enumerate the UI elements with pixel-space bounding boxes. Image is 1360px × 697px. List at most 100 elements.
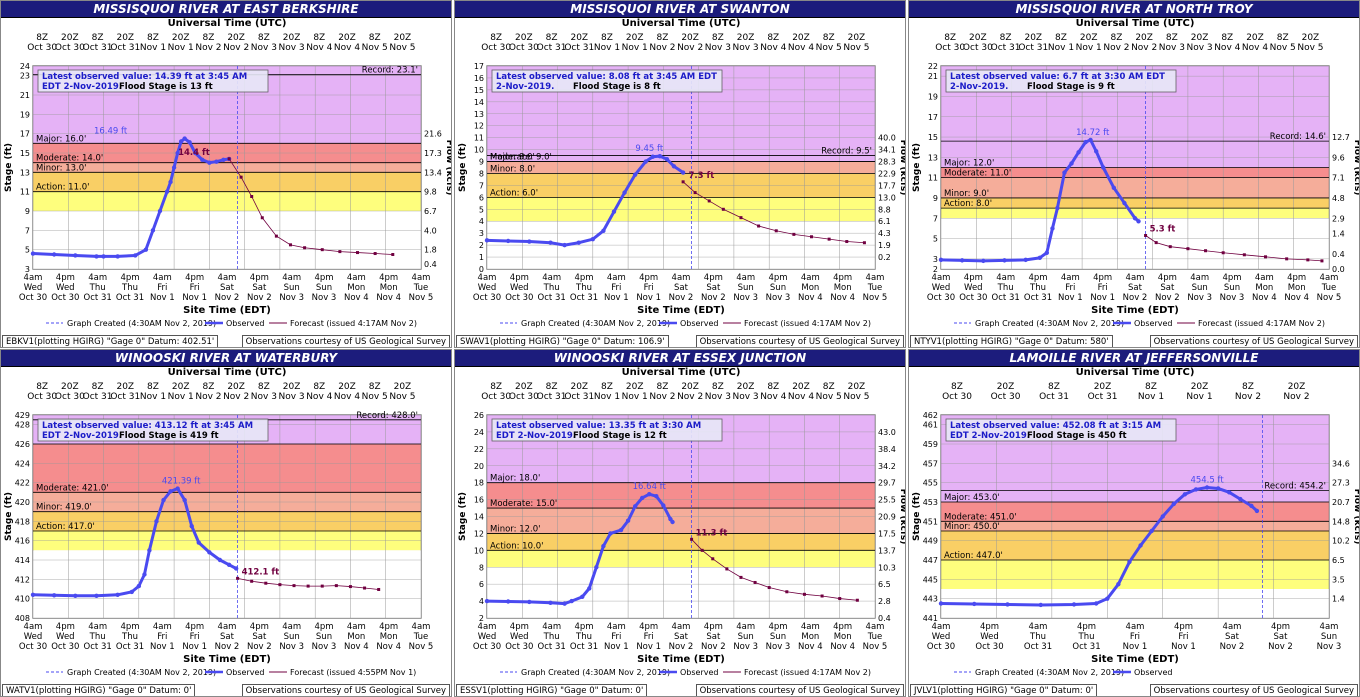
y-tick-label: 7 — [25, 226, 30, 235]
y-tick-label: 2 — [479, 241, 484, 250]
y-tick-label: 11 — [474, 134, 484, 143]
y-tick-label: 17 — [928, 113, 938, 122]
y2-tick-label: 12.7 — [1332, 133, 1350, 142]
observed-point — [1136, 219, 1141, 224]
edt-tick-label: Wed — [964, 283, 983, 293]
minor-band — [33, 172, 421, 192]
utc-tick-label: Oct 30 — [963, 43, 993, 53]
edt-tick-label: 4pm — [833, 273, 852, 283]
edt-tick-label: Nov 1 — [636, 642, 661, 652]
utc-tick-label: Nov 4 — [788, 392, 814, 402]
latest-value-text: Latest observed value: 413.12 ft at 3:45… — [42, 421, 253, 431]
forecast-point — [1320, 259, 1324, 263]
observed-point — [30, 592, 36, 597]
observed-point — [161, 497, 166, 503]
y-tick-label: 9 — [933, 194, 938, 203]
edt-tick-label: Oct 30 — [51, 293, 79, 303]
edt-tick-label: Sun — [284, 632, 300, 642]
edt-tick-label: 4am — [153, 273, 172, 283]
utc-tick-label: Oct 31 — [537, 392, 567, 402]
edt-tick-label: Sun — [316, 632, 332, 642]
observed-point — [30, 251, 36, 256]
edt-tick-label: 4pm — [379, 622, 398, 632]
y-tick-label: 418 — [15, 517, 30, 526]
hydrograph-panel: MISSISQUOI RIVER AT EAST BERKSHIRE Univer… — [0, 0, 452, 348]
legend-observed: Observed — [1134, 319, 1173, 328]
forecast-point — [264, 581, 268, 585]
observed-point — [562, 601, 567, 606]
action-band — [33, 191, 421, 211]
edt-tick-label: 4am — [1029, 622, 1048, 632]
observed-point — [129, 589, 134, 595]
edt-tick-label: 4am — [347, 622, 366, 632]
forecast-start-label: 11.3 ft — [696, 528, 728, 538]
edt-tick-label: Fri — [1065, 283, 1075, 293]
utc-tick-label: 8Z — [712, 33, 724, 43]
observed-point — [1038, 602, 1043, 608]
utc-tick-label: Nov 2 — [1235, 392, 1261, 402]
utc-tick-label: 8Z — [656, 382, 668, 392]
edt-tick-label: 4pm — [574, 622, 593, 632]
observed-point — [217, 557, 223, 563]
edt-tick-label: Sat — [252, 283, 267, 293]
utc-tick-label: Oct 31 — [83, 43, 113, 53]
forecast-point — [725, 567, 729, 571]
edt-tick-label: Fri — [1098, 283, 1108, 293]
forecast-point — [792, 232, 796, 236]
observed-point — [1076, 150, 1081, 155]
utc-tick-label: Nov 2 — [223, 43, 249, 53]
action-band — [487, 550, 875, 568]
observed-point — [1105, 596, 1110, 601]
edt-tick-label: Nov 5 — [409, 293, 434, 303]
edt-tick-label: Sat — [674, 632, 689, 642]
y2-tick-label: 10.3 — [878, 563, 896, 572]
major-label: Major: 12.0' — [944, 159, 994, 169]
edt-tick-label: Nov 5 — [863, 293, 888, 303]
edt-tick-label: Oct 31 — [84, 293, 112, 303]
major-band — [487, 482, 875, 509]
latest-value-text: Latest observed value: 14.39 ft at 3:45 … — [42, 72, 247, 82]
edt-tick-label: Oct 31 — [570, 642, 598, 652]
observed-point — [168, 179, 173, 185]
y-tick-label: 20 — [474, 462, 484, 471]
edt-tick-label: Nov 3 — [766, 642, 791, 652]
observed-point — [1215, 486, 1221, 491]
observed-point — [154, 519, 159, 524]
utc-tick-label: 8Z — [36, 33, 48, 43]
forecast-point — [391, 253, 395, 256]
record-label: Record: 454.2' — [1264, 481, 1326, 491]
moderate-label: Moderate: 11.0' — [944, 169, 1011, 179]
utc-tick-label: Nov 5 — [843, 43, 869, 53]
edt-tick-label: 4am — [736, 273, 755, 283]
y2-tick-label: 17.7 — [878, 181, 896, 190]
utc-tick-label: Nov 2 — [677, 392, 703, 402]
utc-tick-label: 8Z — [767, 382, 779, 392]
observed-point — [207, 160, 212, 165]
forecast-point — [721, 207, 725, 211]
utc-tick-label: 20Z — [515, 33, 533, 43]
y-tick-label: 0 — [479, 265, 484, 274]
utc-tick-label: Nov 3 — [251, 43, 277, 53]
utc-tick-label: 8Z — [546, 33, 558, 43]
observed-point — [643, 159, 648, 164]
utc-tick-label: Nov 1 — [1186, 392, 1212, 402]
edt-tick-label: Nov 2 — [215, 293, 240, 303]
edt-tick-label: Oct 31 — [84, 642, 112, 652]
moderate-label: Moderate: 421.0' — [36, 483, 109, 493]
utc-tick-label: Nov 5 — [816, 43, 842, 53]
forecast-point — [855, 598, 859, 602]
edt-tick-label: Oct 30 — [473, 293, 501, 303]
edt-tick-label: Thu — [121, 632, 138, 642]
edt-tick-label: Fri — [611, 632, 621, 642]
utc-tick-label: Nov 3 — [1159, 43, 1185, 53]
observed-point — [164, 189, 170, 194]
edt-tick-label: 4pm — [379, 273, 398, 283]
observed-point — [562, 242, 567, 248]
utc-tick-label: Nov 4 — [334, 392, 360, 402]
moderate-label: Moderate: 451.0' — [944, 512, 1017, 522]
forecast-point — [739, 575, 743, 579]
edt-axis-title: Site Time (EDT) — [637, 654, 725, 665]
edt-tick-label: 4am — [1255, 273, 1274, 283]
